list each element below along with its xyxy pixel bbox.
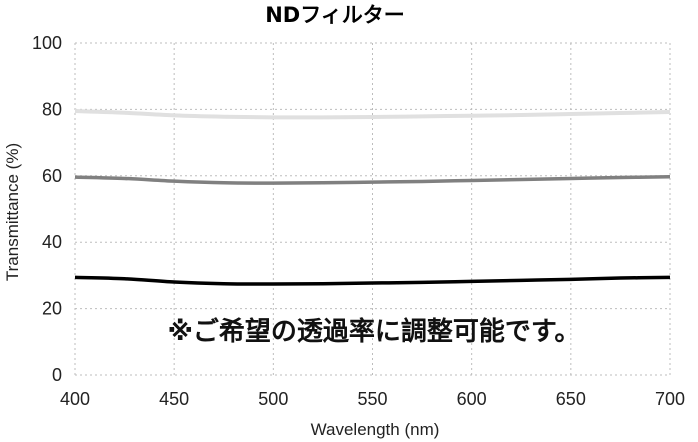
y-tick-label: 0 [52,365,62,385]
series-group [74,109,671,286]
x-tick-label: 500 [258,389,288,409]
x-tick-label: 550 [357,389,387,409]
y-tick-label: 100 [32,33,62,53]
y-tick-label: 40 [42,232,62,252]
chart-title: NDフィルター [265,3,405,27]
series-line-1 [74,109,671,120]
x-tick-label: 600 [457,389,487,409]
series-line-2 [74,175,671,185]
series-line-3 [74,275,671,286]
x-tick-label: 450 [159,389,189,409]
x-tick-label: 400 [60,389,90,409]
y-axis-label: Transmittance (%) [3,143,22,281]
y-tick-label: 60 [42,166,62,186]
x-tick-label: 700 [655,389,685,409]
x-axis-label: Wavelength (nm) [311,420,440,439]
annotation-note: ※ご希望の透過率に調整可能です。 [168,316,581,347]
x-tick-label: 650 [556,389,586,409]
grid [74,42,671,376]
y-tick-label: 80 [42,99,62,119]
y-tick-label: 20 [42,299,62,319]
tick-labels: 400 450 500 550 600 650 700 0 20 40 60 80 100 [32,33,685,409]
